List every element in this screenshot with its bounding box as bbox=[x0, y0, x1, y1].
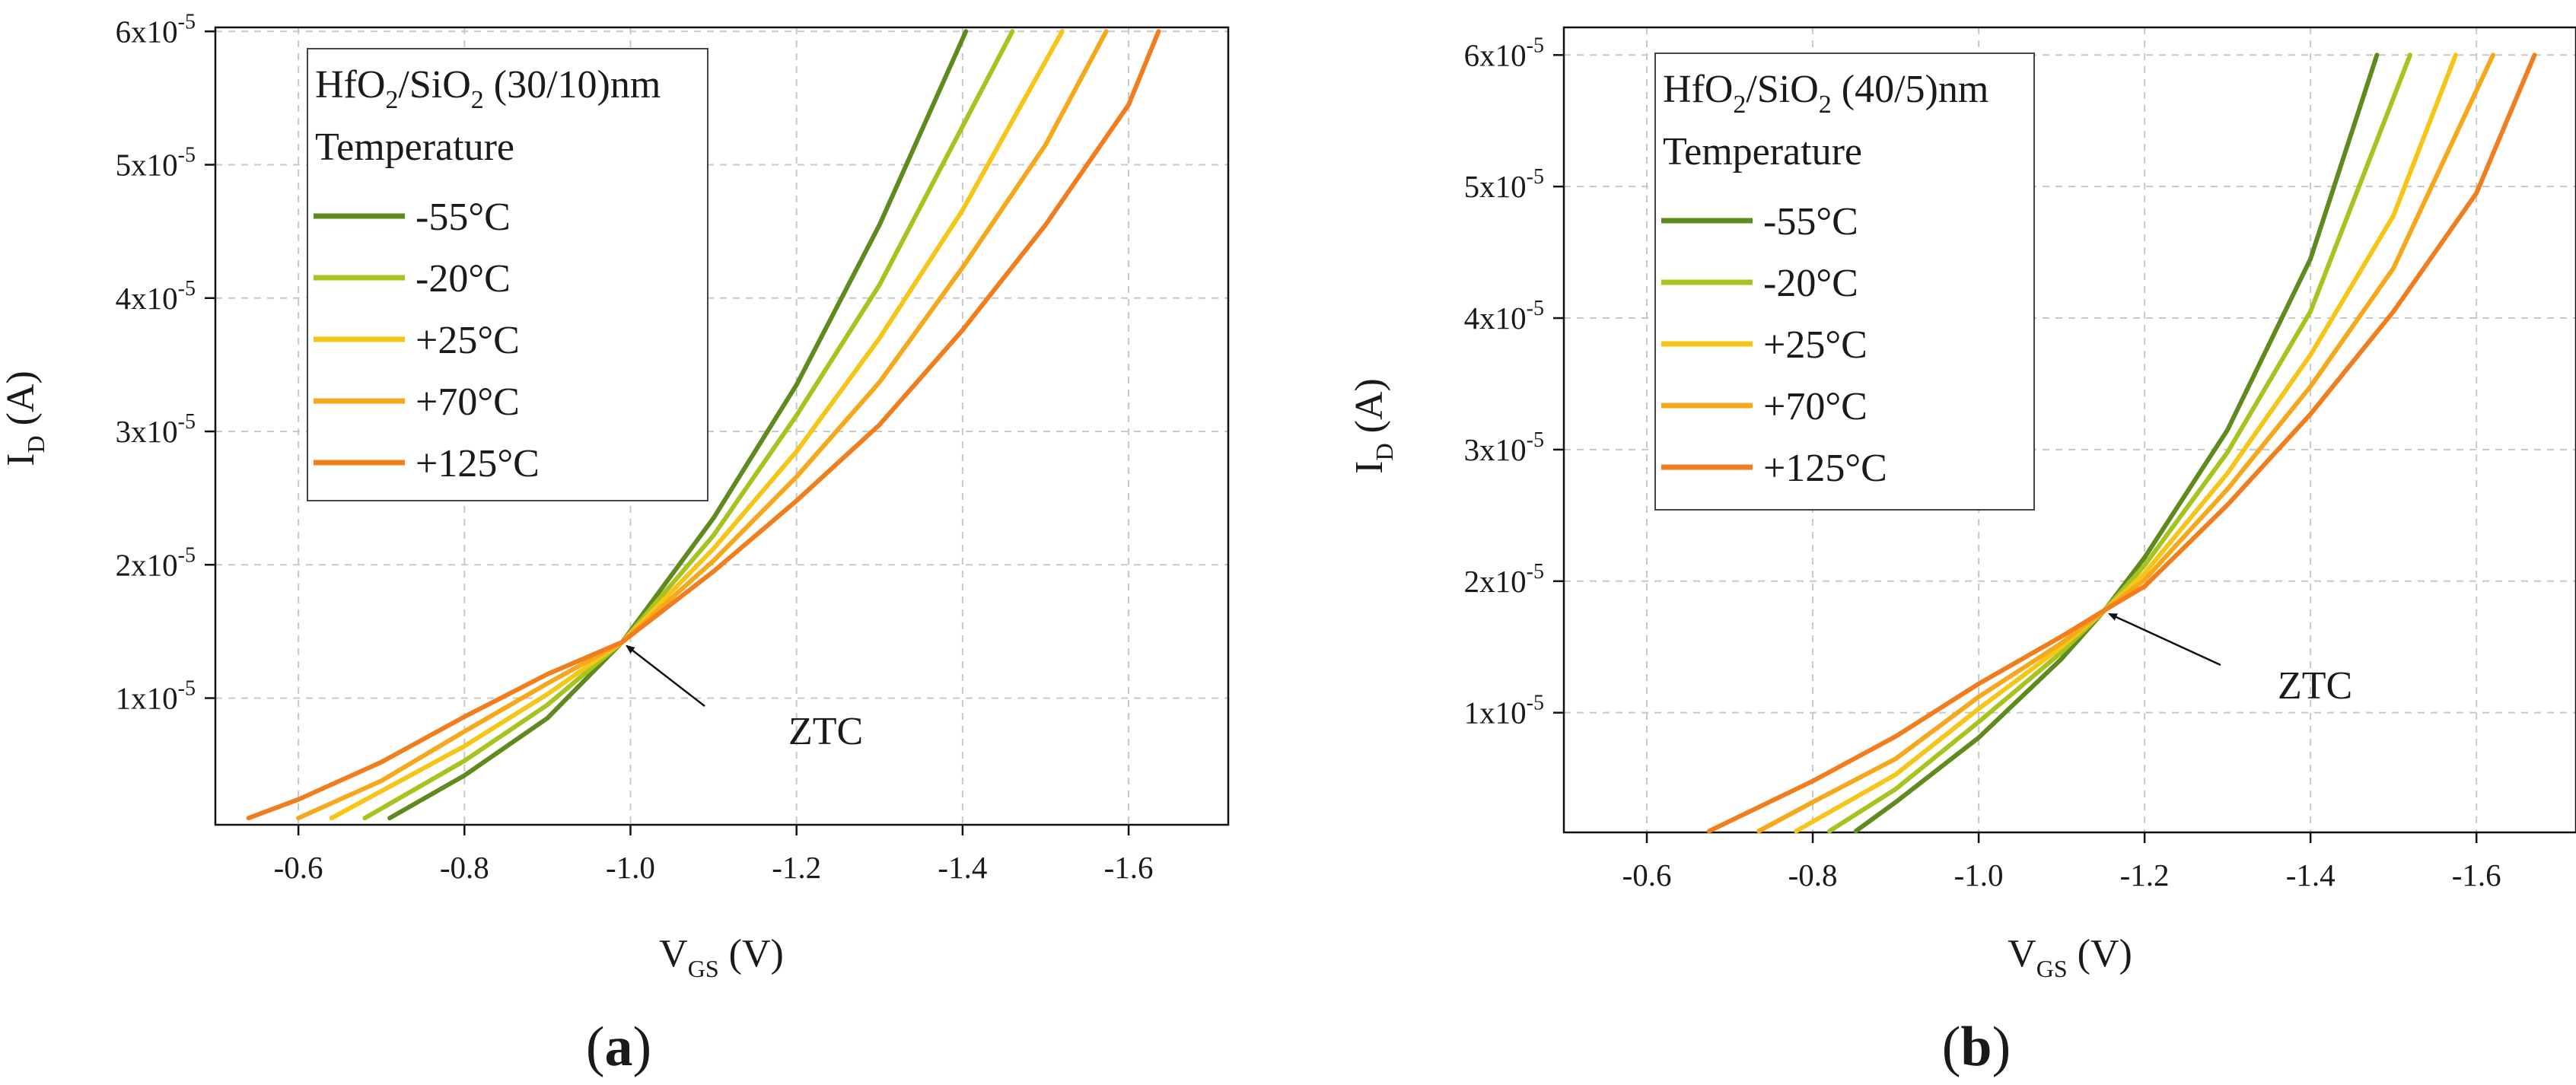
series-line-+125C bbox=[246, 29, 1161, 821]
y-tick-label: 3x10-5 bbox=[116, 410, 196, 449]
y-tick-label: 4x10-5 bbox=[116, 277, 196, 316]
y-tick-label: 1x10-5 bbox=[116, 677, 196, 716]
legend-entry-label: +25°C bbox=[416, 319, 520, 362]
ztc-arrow bbox=[625, 644, 705, 707]
panel-label: (b) bbox=[1942, 1016, 2011, 1078]
legend-entry-label: -55°C bbox=[1763, 200, 1858, 243]
legend: HfO2/SiO2 (40/5)nm Temperature -55°C -20°C +… bbox=[1654, 52, 2035, 511]
series-line-+70C bbox=[296, 29, 1109, 821]
legend-entry-label: +25°C bbox=[1763, 323, 1868, 367]
legend-box bbox=[307, 48, 708, 501]
x-tick-label: -1.0 bbox=[1954, 858, 2004, 892]
legend-title: HfO2/SiO2 (40/5)nm bbox=[1663, 68, 1989, 119]
x-tick-label: -1.6 bbox=[1104, 850, 1154, 885]
series-line-+25C bbox=[1794, 52, 2458, 834]
plot-frame bbox=[214, 26, 1230, 826]
x-axis-label: VGS (V) bbox=[2008, 932, 2132, 982]
ztc-label: ZTC bbox=[788, 710, 863, 753]
x-tick-label: -0.8 bbox=[440, 850, 489, 885]
legend-subtitle: Temperature bbox=[1663, 130, 1862, 173]
series-line-+25C bbox=[329, 29, 1065, 821]
x-tick-label: -0.6 bbox=[1622, 858, 1672, 892]
legend-entry-label: +70°C bbox=[416, 380, 520, 424]
y-tick-label: 2x10-5 bbox=[116, 543, 196, 582]
legend-entry-label: -20°C bbox=[1763, 262, 1858, 305]
y-tick-label: 4x10-5 bbox=[1464, 297, 1544, 336]
chart-panel-b: -0.6 -0.8 -1.0 -1.2 -1.4 -1.6 1x10-5 2x10-5 3x10… bbox=[1348, 26, 2576, 1078]
series-line--20C bbox=[362, 29, 1015, 821]
y-tick-label: 2x10-5 bbox=[1464, 560, 1544, 599]
y-tick-label: 3x10-5 bbox=[1464, 428, 1544, 467]
y-tick-label: 5x10-5 bbox=[116, 144, 196, 183]
x-tick-label: -0.8 bbox=[1788, 858, 1838, 892]
y-axis-label: ID (A) bbox=[1348, 378, 1398, 474]
legend-entry-label: +125°C bbox=[416, 442, 540, 485]
x-tick-label: -1.6 bbox=[2452, 858, 2501, 892]
ztc-label: ZTC bbox=[2278, 664, 2352, 708]
y-axis-label: ID (A) bbox=[0, 371, 49, 466]
legend-entry-label: -55°C bbox=[416, 196, 511, 239]
y-tick-label: 1x10-5 bbox=[1464, 692, 1544, 730]
x-tick-label: -1.4 bbox=[938, 850, 987, 885]
y-tick-label: 6x10-5 bbox=[1464, 33, 1544, 72]
legend: HfO2/SiO2 (30/10)nm Temperature -55°C -20°C… bbox=[307, 48, 708, 501]
x-tick-label: -1.4 bbox=[2286, 858, 2336, 892]
x-tick-label: -1.0 bbox=[606, 850, 655, 885]
legend-subtitle: Temperature bbox=[315, 126, 514, 169]
y-tick-label: 5x10-5 bbox=[1464, 165, 1544, 204]
series-line-+125C bbox=[1706, 52, 2537, 834]
y-tick-label: 6x10-5 bbox=[116, 10, 196, 49]
legend-entry-label: +70°C bbox=[1763, 385, 1868, 428]
series-line--55C bbox=[387, 29, 969, 821]
legend-entry-label: +125°C bbox=[1763, 447, 1887, 490]
x-tick-label: -0.6 bbox=[274, 850, 323, 885]
x-tick-label: -1.2 bbox=[2120, 858, 2170, 892]
x-tick-label: -1.2 bbox=[772, 850, 821, 885]
legend-entry-label: -20°C bbox=[416, 257, 511, 301]
x-axis-label: VGS (V) bbox=[659, 932, 784, 982]
plot-frame bbox=[1562, 26, 2576, 834]
legend-title: HfO2/SiO2 (30/10)nm bbox=[315, 63, 661, 114]
ztc-arrow bbox=[2107, 612, 2221, 667]
panel-label: (a) bbox=[586, 1016, 651, 1078]
chart-panel-a: -0.6 -0.8 -1.0 -1.2 -1.4 -1.6 1x10-5 2x10-5 3x10… bbox=[0, 10, 1230, 1078]
